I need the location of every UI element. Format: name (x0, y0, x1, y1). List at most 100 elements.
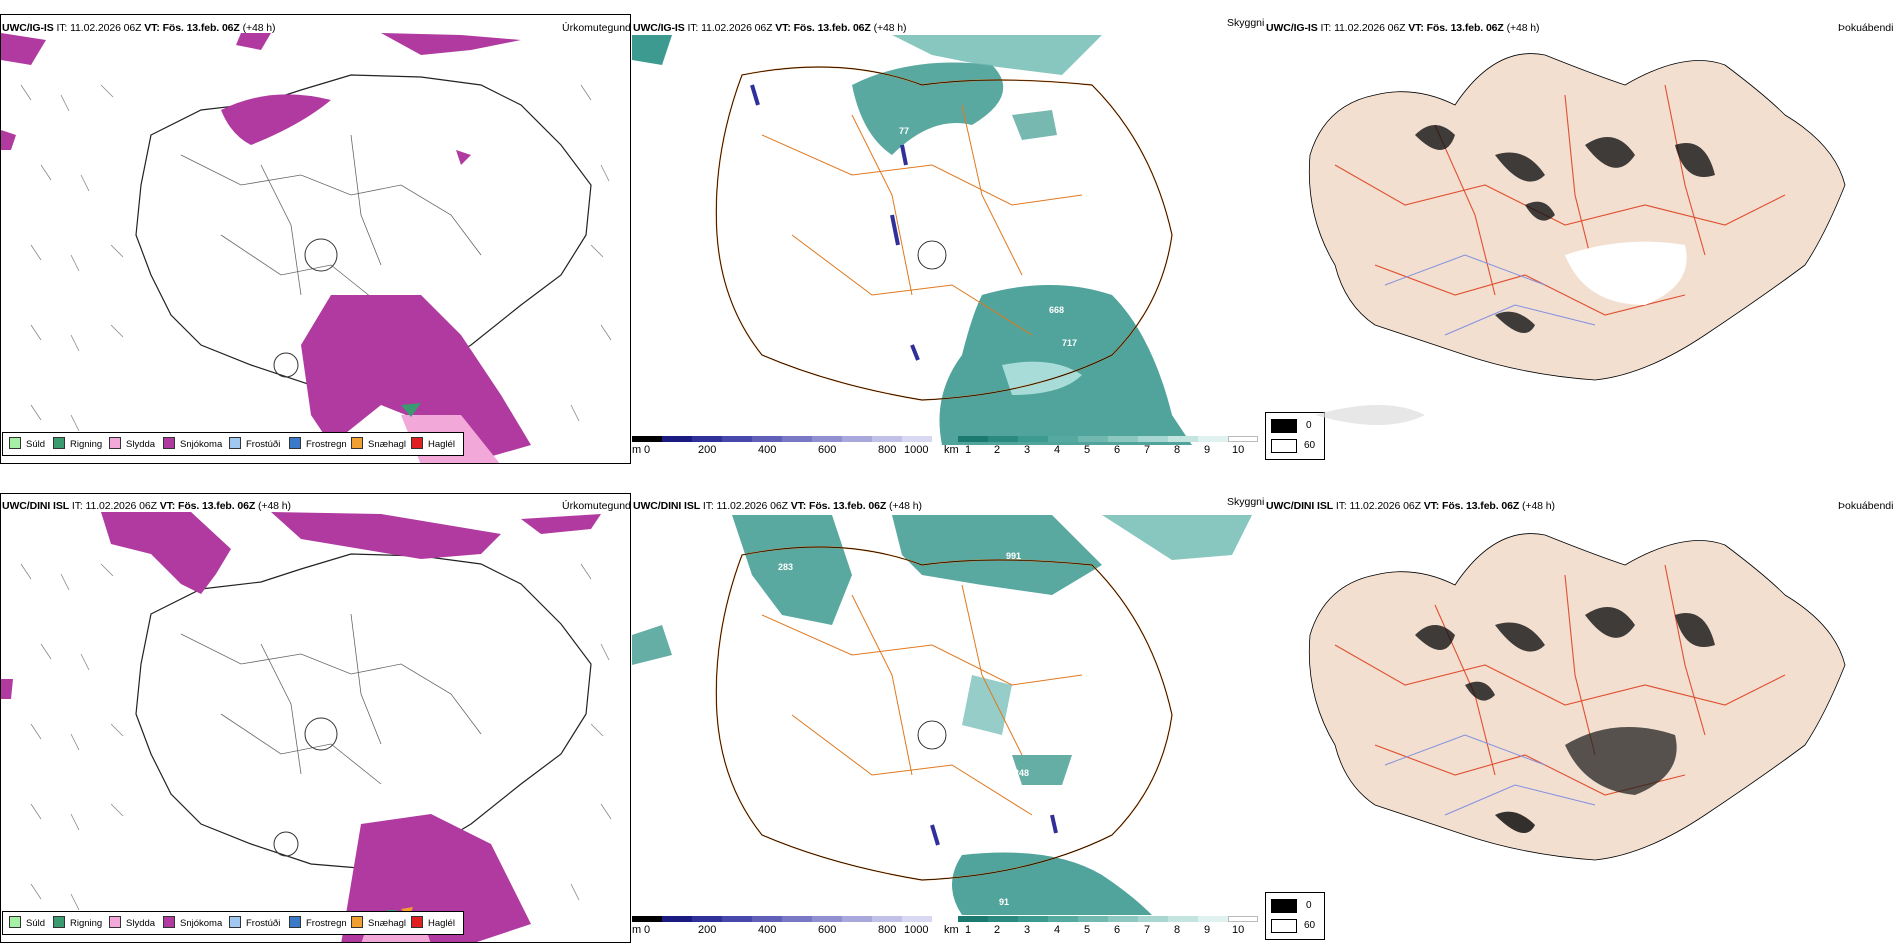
colorbar-unit: m (632, 444, 642, 456)
colorbar-cell (812, 916, 843, 922)
legend-item: Snjókoma (163, 916, 222, 929)
it-label: IT: (1335, 500, 1347, 512)
header-row2-fog: UWC/DINI ISL IT: 11.02.2026 06Z VT: Fös.… (1266, 500, 1555, 512)
fog-legend-label: 0 (1306, 420, 1312, 431)
colorbar-tick: 2 (994, 924, 1001, 936)
colorbar-tick: 800 (878, 924, 897, 936)
init-time: 11.02.2026 06Z (716, 500, 788, 512)
colorbar-cell (1048, 436, 1079, 442)
colorbar-cell (988, 436, 1019, 442)
legend-label: Slydda (126, 439, 156, 450)
legend-swatch (53, 437, 65, 449)
legend-item: Frostúði (229, 916, 280, 929)
legend-swatch (163, 916, 175, 928)
valid-time: Fös. 13.feb. 06Z (793, 22, 871, 34)
colorbar-tick: 1000 (904, 444, 929, 456)
legend-item: Haglél (411, 437, 455, 450)
visibility-map-row2 (632, 515, 1252, 915)
legend-swatch (109, 916, 121, 928)
vis-value: 991 (1006, 551, 1022, 561)
precip-map-row2 (1, 512, 612, 942)
colorbar-tick: 2 (994, 444, 1001, 456)
legend-label: Snæhagl (368, 439, 407, 450)
colorbar-cell (1048, 916, 1079, 922)
legend-item: Rigning (53, 437, 102, 450)
colorbar-cell (842, 436, 873, 442)
colorbar-tick: 6 (1114, 924, 1121, 936)
colorbar-cell (752, 916, 783, 922)
colorbar-tick: 7 (1144, 444, 1151, 456)
colorbar-tick: 600 (818, 444, 837, 456)
legend-label: Rigning (70, 918, 103, 929)
valid-time: Fös. 13.feb. 06Z (1426, 22, 1504, 34)
colorbar-tick: 1000 (904, 924, 929, 936)
precip-title-row1: Úrkomutegund (562, 22, 631, 34)
colorbar-cell (1228, 916, 1258, 922)
fog-title-row1: Þokuábendi (1838, 22, 1894, 34)
legend-label: Snæhagl (368, 918, 407, 929)
colorbar-cell (662, 436, 693, 442)
it-label: IT: (71, 500, 83, 512)
colorbar-cell (958, 916, 989, 922)
legend-swatch (229, 437, 241, 449)
colorbar-cell (1108, 436, 1139, 442)
colorbar-tick: 200 (698, 924, 717, 936)
valid-time: Fös. 13.feb. 06Z (1442, 500, 1520, 512)
colorbar-tick: 0 (644, 924, 651, 936)
fog-map-row2 (1308, 533, 1846, 861)
colorbar-tick: 3 (1024, 444, 1031, 456)
fog-title-row2: Þokuábendi (1838, 500, 1894, 512)
legend-item: Súld (9, 437, 45, 450)
colorbar-cell (692, 916, 723, 922)
visibility-map-row1 (632, 35, 1192, 445)
vt-label: VT: (1423, 500, 1440, 512)
vis-value: 717 (1062, 338, 1078, 348)
lead-time: (+48 h) (1506, 22, 1540, 34)
init-time: 11.02.2026 06Z (70, 22, 142, 34)
fog-swatch-light (1271, 919, 1297, 933)
colorbar-cell (1198, 436, 1229, 442)
colorbar-cell (782, 916, 813, 922)
legend-swatch (411, 916, 423, 928)
vis-value: 668 (1049, 305, 1065, 315)
it-label: IT: (1320, 22, 1332, 34)
colorbar-tick: 600 (818, 924, 837, 936)
colorbar-tick: 8 (1174, 444, 1181, 456)
legend-label: Snjókoma (180, 918, 223, 929)
model-name: UWC/DINI ISL (2, 500, 70, 512)
colorbar-tick: 0 (644, 444, 651, 456)
vis-value: 77 (899, 126, 910, 136)
colorbar-cell (1138, 436, 1169, 442)
init-time: 11.02.2026 06Z (85, 500, 157, 512)
legend-item: Frostregn (289, 437, 347, 450)
precip-map-row1 (1, 33, 612, 463)
colorbar-cell (872, 916, 903, 922)
vt-label: VT: (159, 500, 176, 512)
model-name: UWC/DINI ISL (1266, 500, 1334, 512)
colorbar-tick: 5 (1084, 444, 1091, 456)
legend-label: Súld (26, 918, 46, 929)
legend-label: Haglél (428, 439, 455, 450)
header-row1-visibility: UWC/IG-IS IT: 11.02.2026 06Z VT: Fös. 13… (633, 22, 907, 34)
vis-colorbar-row1: km 1 2 3 4 5 6 7 8 9 10 (944, 436, 1266, 462)
vis-value: 125 (846, 641, 862, 651)
colorbar-cell (872, 436, 903, 442)
precip-panel-row1: Súld Rigning Slydda Snjókoma Frostúði Fr… (0, 14, 631, 464)
model-name: UWC/IG-IS (633, 22, 685, 34)
colorbar-cell (958, 436, 989, 442)
legend-item: Frostúði (229, 437, 280, 450)
init-time: 11.02.2026 06Z (701, 22, 773, 34)
vis-value: 45 (949, 722, 960, 732)
lead-time: (+48 h) (1522, 500, 1555, 512)
vis-value: 248 (1014, 768, 1030, 778)
fog-legend-label: 60 (1304, 440, 1316, 451)
legend-label: Rigning (70, 439, 103, 450)
fog-map-row1 (1308, 53, 1846, 425)
colorbar-unit: m (632, 924, 642, 936)
visibility-panel-row1: 77 668 717 396 (632, 35, 1262, 445)
colorbar-cell (722, 916, 753, 922)
colorbar-tick: 8 (1174, 924, 1181, 936)
init-time: 11.02.2026 06Z (1349, 500, 1421, 512)
legend-item: Rigning (53, 916, 102, 929)
colorbar-tick: 5 (1084, 924, 1091, 936)
